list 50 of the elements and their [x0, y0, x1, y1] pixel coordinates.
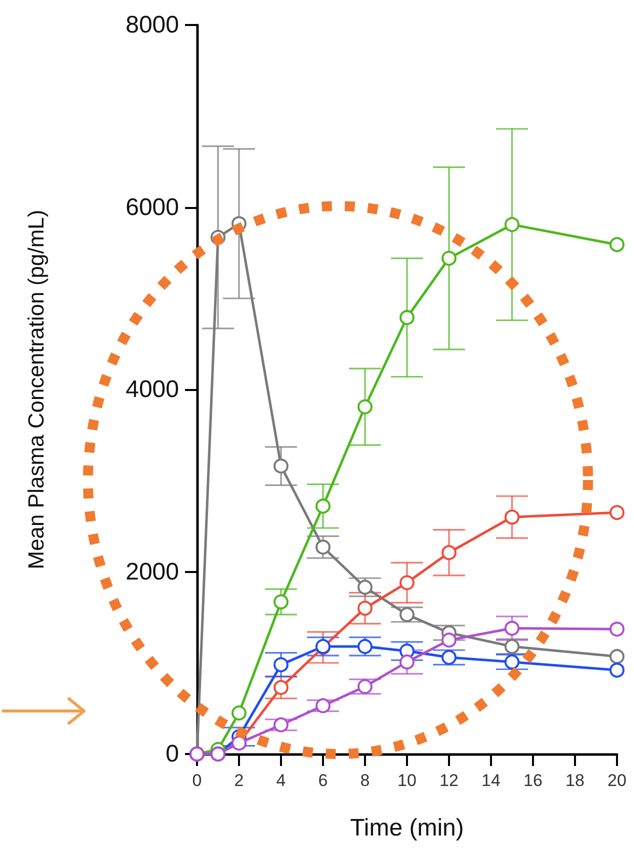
point	[504, 510, 520, 525]
x-tick-label: 0	[192, 771, 202, 790]
point	[358, 638, 372, 654]
point	[442, 250, 456, 266]
point	[358, 600, 372, 616]
y-axis-title: Mean Plasma Concentration (pg/mL)	[24, 210, 48, 570]
x-tick-label: 16	[524, 771, 542, 790]
point	[232, 705, 246, 720]
y-tick-label: 2000	[126, 558, 179, 586]
point	[610, 649, 624, 664]
point	[358, 399, 372, 414]
point	[274, 680, 288, 695]
y-tick-label: 0	[166, 740, 179, 768]
x-tick-label: 4	[276, 771, 286, 790]
x-tick-label: 6	[318, 771, 328, 790]
point	[442, 650, 456, 665]
point	[610, 662, 624, 678]
x-tick-label: 12	[440, 771, 458, 790]
point	[400, 310, 414, 326]
point	[400, 575, 414, 590]
point	[274, 657, 288, 672]
point	[610, 237, 624, 252]
point	[274, 594, 288, 610]
x-tick-label: 20	[608, 771, 626, 790]
point	[358, 679, 372, 694]
point	[504, 620, 520, 636]
point	[274, 717, 288, 732]
point	[400, 654, 414, 670]
point	[400, 607, 414, 622]
x-axis-title: Time (min)	[350, 814, 464, 842]
point	[442, 632, 456, 648]
x-tick-label: 14	[482, 771, 500, 790]
x-tick-label: 18	[566, 771, 584, 790]
point	[504, 654, 520, 670]
point	[504, 217, 520, 232]
x-tick-label: 8	[360, 771, 370, 790]
x-tick-label: 10	[398, 771, 416, 790]
point	[316, 540, 330, 555]
point	[274, 458, 288, 474]
y-tick-label: 8000	[126, 12, 179, 38]
y-tick-label: 4000	[126, 376, 179, 403]
x-tick-label: 2	[234, 771, 244, 790]
point	[610, 622, 624, 637]
y-tick-label: 6000	[126, 194, 179, 221]
point	[442, 545, 456, 560]
point	[316, 698, 330, 714]
point	[358, 580, 372, 595]
point	[504, 638, 520, 654]
point	[610, 505, 624, 520]
point	[316, 498, 330, 514]
